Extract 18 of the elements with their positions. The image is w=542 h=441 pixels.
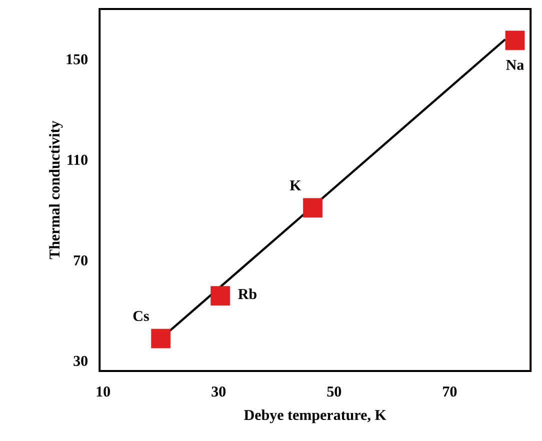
annotation: Rb <box>238 288 256 300</box>
point <box>151 328 171 348</box>
x-tick-label: 10 <box>96 386 110 397</box>
y-tick-label: 30 <box>74 356 88 366</box>
point <box>505 30 525 50</box>
y-tick-label: 70 <box>74 255 88 266</box>
x-tick-label: 70 <box>443 386 457 397</box>
y-axis-title: Thermal conductivity <box>49 120 63 260</box>
annotation: Na <box>506 60 524 70</box>
point <box>210 286 230 306</box>
y-tick-label: 150 <box>66 54 88 64</box>
y-tick-label: 110 <box>68 154 88 165</box>
annotation: Cs <box>133 310 149 322</box>
annotation: K <box>290 180 302 190</box>
point <box>303 198 322 218</box>
x-tick-label: 50 <box>327 386 342 397</box>
x-tick-label: 30 <box>212 386 226 397</box>
x-axis-title: Debye temperature, K <box>244 410 386 424</box>
